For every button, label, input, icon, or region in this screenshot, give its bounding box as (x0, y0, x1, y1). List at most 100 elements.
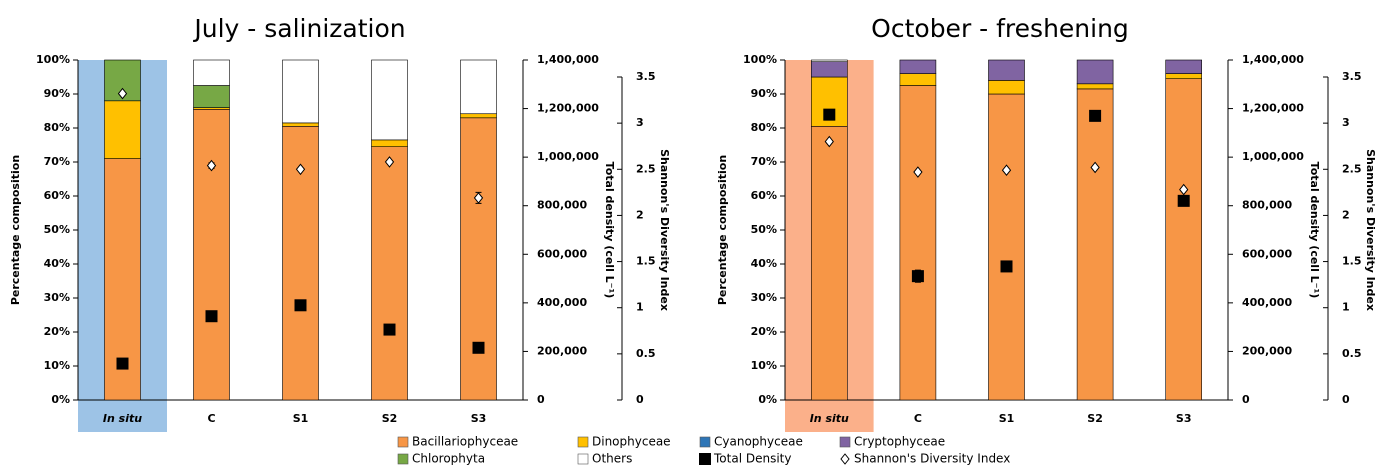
y-tick-label: 100% (743, 53, 777, 66)
bar-segment (988, 80, 1025, 95)
legend-label: Total Density (713, 452, 791, 466)
y-tick-label: 20% (44, 325, 70, 338)
diversity-point (117, 87, 128, 100)
y2-tick-label: 1,200,000 (1242, 102, 1304, 115)
x-tick-label: C (207, 412, 215, 425)
chart-title: October - freshening (871, 14, 1129, 43)
y-tick-label: 50% (751, 223, 777, 236)
y-tick-label: 50% (44, 223, 70, 236)
bar-segment (899, 73, 937, 86)
diversity-point (1090, 161, 1100, 174)
y2-tick-label: 600,000 (1242, 247, 1292, 260)
y2-tick-label: 0 (1242, 393, 1250, 406)
bar-segment (988, 93, 1025, 401)
y-tick-label: 20% (751, 325, 777, 338)
y2-tick-label: 1,000,000 (537, 150, 599, 163)
y-tick-label: 80% (751, 121, 777, 134)
y3-tick-label: 0 (1342, 393, 1350, 406)
diversity-point (384, 156, 395, 168)
y-tick-label: 10% (44, 359, 70, 372)
bar-segment (460, 117, 497, 401)
y-tick-label: 70% (44, 155, 70, 168)
y2-tick-label: 400,000 (537, 296, 587, 309)
y-tick-label: 30% (44, 291, 70, 304)
y-tick-label: 70% (751, 155, 777, 168)
y3-tick-label: 0.5 (1342, 347, 1362, 360)
y2-tick-label: 0 (537, 393, 545, 406)
bar-segment (1165, 59, 1202, 74)
legend-label: Dinophyceae (592, 435, 671, 449)
density-point (472, 341, 485, 354)
legend-swatch (577, 436, 589, 448)
y2-axis-title: Total density (cell L⁻¹) (1308, 162, 1321, 299)
y-tick-label: 0% (51, 393, 70, 406)
diversity-point (913, 166, 923, 178)
diversity-point (824, 135, 834, 148)
bar-segment (282, 122, 319, 127)
legend-marker (699, 453, 711, 465)
diversity-point (1179, 183, 1189, 196)
density-point (116, 357, 129, 370)
y2-tick-label: 1,200,000 (537, 102, 599, 115)
legend-label: Cryptophyceae (854, 435, 945, 449)
bar-segment (104, 100, 141, 159)
chart-title: July - salinization (192, 14, 405, 43)
y3-tick-label: 3 (636, 116, 644, 129)
y2-tick-label: 800,000 (537, 199, 587, 212)
legend-label: Chlorophyta (412, 452, 485, 466)
y3-tick-label: 2.5 (636, 162, 656, 175)
x-tick-label: In situ (103, 412, 142, 425)
density-point (205, 310, 218, 323)
y-tick-label: 40% (751, 257, 777, 270)
bar-segment (460, 113, 497, 119)
x-tick-label: S3 (1176, 412, 1192, 425)
legend-swatch (397, 453, 409, 465)
bar-segment (1165, 78, 1202, 401)
bar-segment (810, 59, 848, 62)
bar-segment (899, 85, 937, 401)
legend-swatch (839, 436, 851, 448)
bar-segment (193, 85, 230, 108)
y3-tick-label: 1.5 (1342, 255, 1362, 268)
x-tick-label: S1 (999, 412, 1015, 425)
y-tick-label: 80% (44, 121, 70, 134)
density-point (823, 108, 836, 121)
y2-tick-label: 800,000 (1242, 199, 1292, 212)
legend-label: Shannon's Diversity Index (854, 452, 1010, 466)
bar-segment (193, 59, 230, 86)
y2-tick-label: 200,000 (537, 344, 587, 357)
y-tick-label: 10% (751, 359, 777, 372)
y3-tick-label: 0 (636, 393, 644, 406)
bar-segment (1165, 73, 1202, 79)
density-point (1177, 194, 1190, 207)
bar-segment (371, 139, 408, 147)
diversity-point (1001, 164, 1012, 177)
legend-swatch (699, 436, 711, 448)
y2-tick-label: 400,000 (1242, 296, 1292, 309)
y-tick-label: 30% (751, 291, 777, 304)
y2-tick-label: 1,000,000 (1242, 150, 1304, 163)
diversity-point (473, 192, 484, 204)
x-tick-label: S2 (1087, 412, 1103, 425)
legend-swatch (397, 436, 409, 448)
bar-segment (1076, 83, 1114, 90)
x-tick-label: C (914, 412, 922, 425)
y3-axis-title: Shannon's Diversity Index (658, 149, 671, 311)
legend-label: Others (592, 452, 632, 466)
diversity-point (206, 159, 217, 172)
legend-swatch (577, 453, 589, 465)
y2-tick-label: 200,000 (1242, 344, 1292, 357)
x-tick-label: In situ (810, 412, 849, 425)
bar-segment (810, 126, 848, 401)
y3-tick-label: 0.5 (636, 347, 656, 360)
bar-segment (282, 59, 319, 124)
bar-segment (1076, 59, 1114, 85)
y-tick-label: 90% (44, 87, 70, 100)
bar-segment (899, 59, 937, 74)
y2-tick-label: 600,000 (537, 247, 587, 260)
legend-marker (840, 453, 850, 465)
legend-label: Cyanophyceae (714, 435, 803, 449)
bar-segment (460, 59, 497, 115)
y-tick-label: 40% (44, 257, 70, 270)
